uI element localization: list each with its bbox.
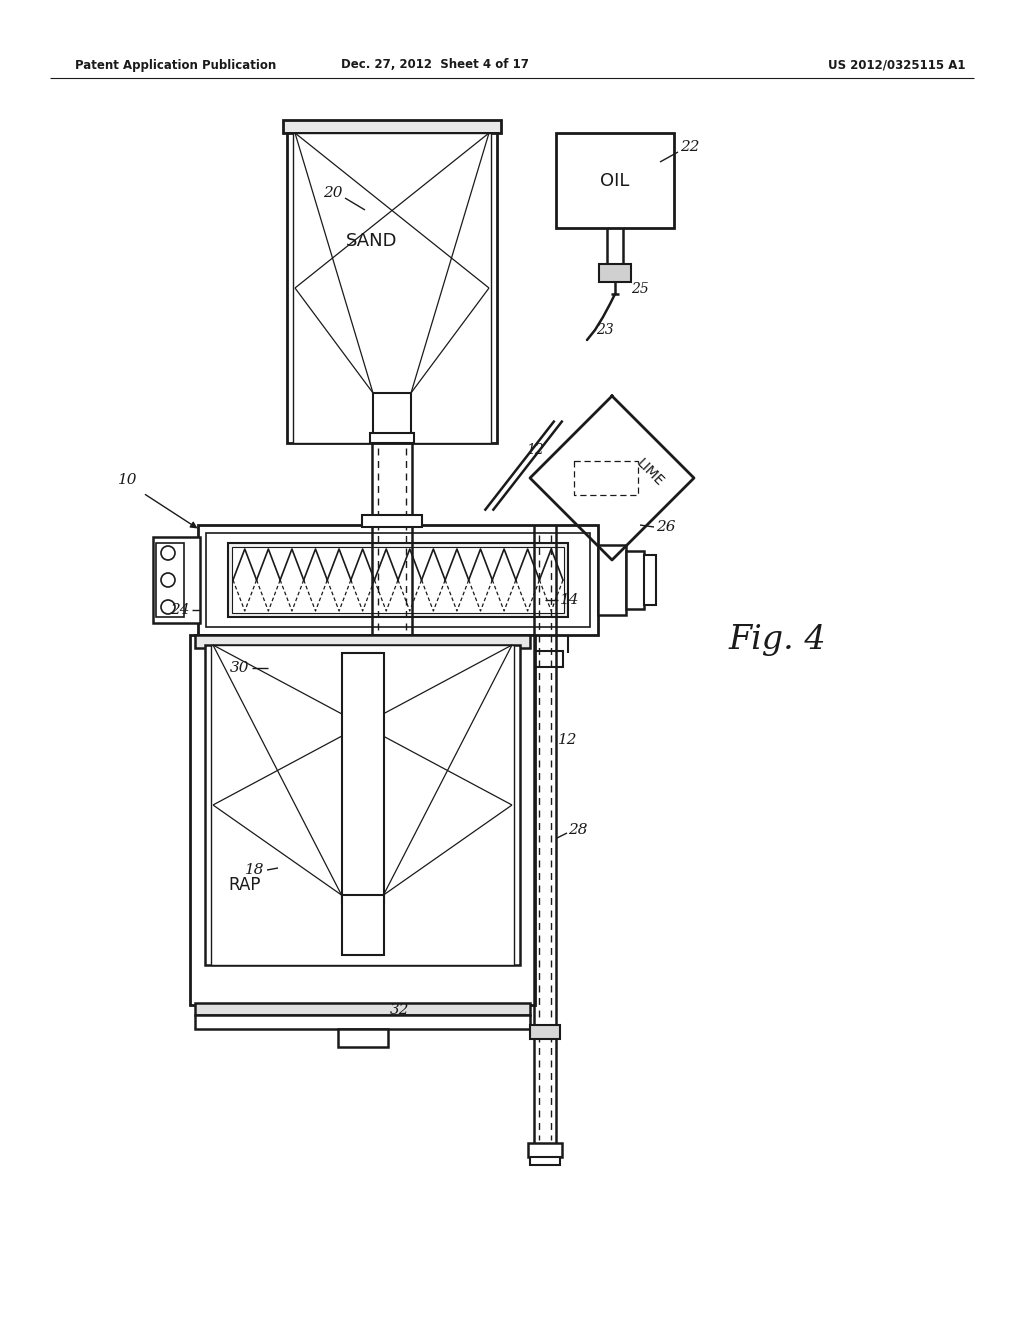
- Bar: [370, 433, 414, 444]
- Text: 12: 12: [526, 444, 544, 457]
- Text: 12: 12: [558, 733, 578, 747]
- Bar: [293, 133, 490, 444]
- Bar: [195, 1003, 530, 1015]
- Text: 32: 32: [390, 1003, 410, 1016]
- Text: 20: 20: [324, 186, 343, 201]
- Bar: [206, 533, 590, 627]
- Bar: [190, 635, 535, 1005]
- Text: 24: 24: [170, 603, 189, 616]
- Bar: [373, 393, 411, 436]
- Bar: [341, 895, 384, 954]
- Bar: [599, 264, 631, 282]
- Text: SAND: SAND: [346, 232, 397, 251]
- Text: OIL: OIL: [600, 172, 630, 190]
- Text: 14: 14: [560, 593, 580, 607]
- Bar: [528, 1143, 562, 1158]
- Bar: [556, 133, 674, 228]
- Text: Patent Application Publication: Patent Application Publication: [75, 58, 276, 71]
- Bar: [598, 545, 626, 615]
- Bar: [283, 120, 501, 133]
- Text: LIME: LIME: [634, 457, 667, 490]
- Bar: [341, 653, 384, 903]
- Bar: [287, 133, 497, 444]
- Bar: [156, 543, 184, 616]
- Bar: [153, 537, 200, 623]
- Bar: [338, 1030, 387, 1047]
- Text: 23: 23: [596, 323, 613, 337]
- Text: RAP: RAP: [228, 876, 261, 894]
- FancyArrowPatch shape: [373, 989, 389, 1002]
- Bar: [530, 1026, 560, 1039]
- Bar: [228, 543, 568, 616]
- Bar: [205, 645, 520, 965]
- Text: 10: 10: [118, 473, 138, 487]
- Bar: [644, 554, 656, 605]
- Bar: [195, 635, 530, 648]
- Text: US 2012/0325115 A1: US 2012/0325115 A1: [827, 58, 965, 71]
- Bar: [362, 515, 422, 527]
- Text: 30: 30: [230, 661, 250, 675]
- Text: 28: 28: [568, 822, 588, 837]
- Text: 22: 22: [680, 140, 699, 154]
- Text: 18: 18: [246, 863, 265, 876]
- Bar: [626, 550, 644, 609]
- Bar: [211, 645, 514, 965]
- Text: 26: 26: [656, 520, 676, 535]
- Bar: [233, 651, 563, 667]
- Bar: [530, 1158, 560, 1166]
- Text: Dec. 27, 2012  Sheet 4 of 17: Dec. 27, 2012 Sheet 4 of 17: [341, 58, 529, 71]
- Bar: [195, 1015, 530, 1030]
- Text: Fig. 4: Fig. 4: [728, 624, 825, 656]
- Bar: [232, 546, 564, 612]
- Text: 25: 25: [631, 282, 649, 296]
- Bar: [198, 525, 598, 635]
